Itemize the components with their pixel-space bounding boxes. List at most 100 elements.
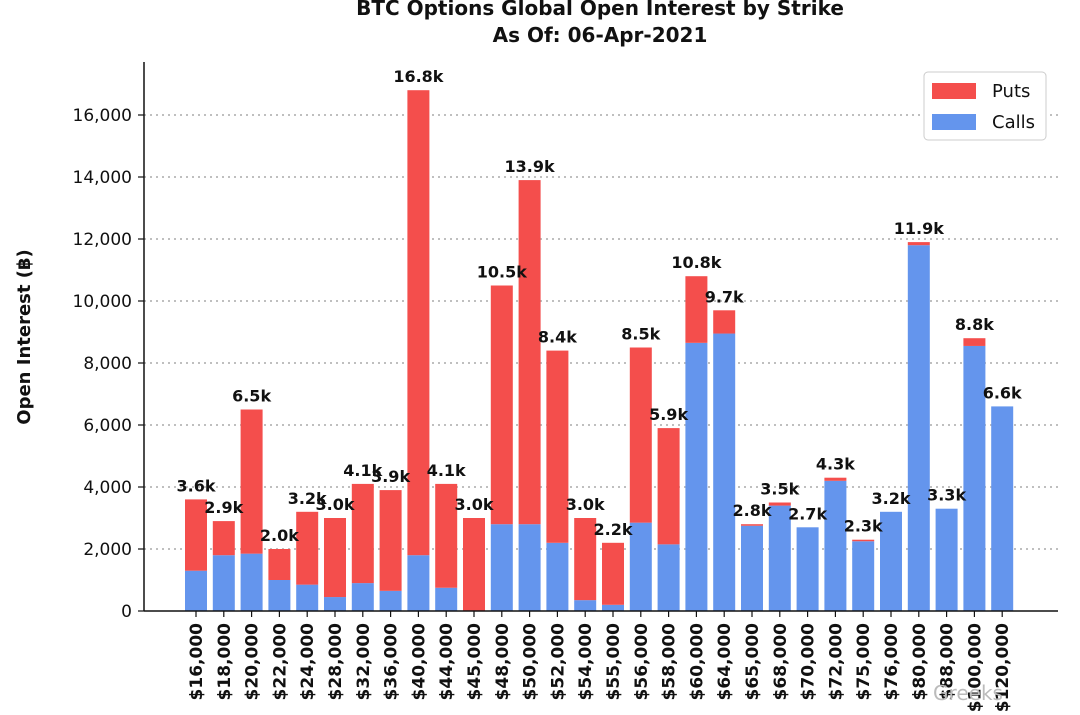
bar-puts: [324, 518, 346, 598]
bar-calls: [741, 525, 763, 611]
bar-data-label: 8.8k: [955, 315, 994, 334]
bar-puts: [741, 524, 763, 526]
bar-calls: [296, 584, 319, 611]
x-tick-label: $20,000: [243, 623, 263, 701]
bar-data-label: 11.9k: [894, 219, 944, 238]
chart-title: BTC Options Global Open Interest by Stri…: [356, 0, 844, 20]
y-tick-label: 4,000: [83, 478, 132, 498]
bar-data-label: 13.9k: [505, 157, 555, 176]
bar-data-label: 4.1k: [343, 461, 382, 480]
x-tick-label: $56,000: [632, 623, 652, 701]
bar-puts: [768, 502, 791, 506]
bar-calls: [268, 580, 291, 611]
x-tick-label: $58,000: [660, 623, 680, 701]
y-tick-label: 2,000: [83, 540, 132, 560]
x-tick-label: $65,000: [743, 623, 763, 701]
bar-data-label: 10.5k: [477, 263, 527, 282]
bar-puts: [546, 350, 569, 543]
bar-puts: [824, 477, 847, 481]
bar-calls: [351, 583, 374, 611]
bar-data-label: 3.2k: [872, 489, 911, 508]
bar-data-label: 8.4k: [538, 328, 577, 347]
bar-calls: [824, 480, 847, 611]
bar-puts: [713, 310, 736, 334]
bar-puts: [602, 542, 624, 605]
bar-calls: [963, 345, 986, 611]
bar-calls: [796, 527, 819, 611]
bar-puts: [379, 490, 402, 591]
bar-calls: [602, 604, 624, 611]
x-tick-label: $28,000: [326, 623, 346, 701]
y-tick-label: 0: [121, 602, 132, 622]
bar-data-label: 8.5k: [621, 325, 660, 344]
x-tick-label: $76,000: [882, 623, 902, 701]
bar-puts: [657, 428, 680, 545]
bar-data-label: 5.9k: [649, 405, 688, 424]
bar-data-label: 2.0k: [260, 526, 299, 545]
bar-calls: [657, 544, 680, 611]
bar-calls: [880, 511, 902, 611]
bar-puts: [685, 276, 708, 343]
bar-data-label: 2.9k: [204, 498, 243, 517]
bar-puts: [407, 90, 430, 556]
x-tick-label: $72,000: [826, 623, 846, 701]
x-tick-label: $45,000: [465, 623, 485, 701]
bar-data-label: 3.6k: [177, 476, 216, 495]
bar-data-label: 2.8k: [733, 501, 772, 520]
y-tick-label: 14,000: [73, 168, 132, 188]
bar-calls: [907, 245, 930, 611]
bar-puts: [240, 409, 263, 554]
bar-puts: [907, 242, 930, 246]
bar-data-label: 9.7k: [705, 287, 744, 306]
x-tick-label: $68,000: [771, 623, 791, 701]
bars-layer: [185, 90, 1014, 611]
bar-calls: [185, 570, 207, 611]
bar-data-label: 3.0k: [316, 495, 355, 514]
bar-calls: [574, 600, 597, 611]
y-tick-label: 6,000: [83, 416, 132, 436]
x-tick-label: $40,000: [409, 623, 429, 701]
bar-calls: [240, 553, 263, 611]
x-tick-label: $54,000: [576, 623, 596, 701]
bar-calls: [379, 590, 402, 611]
legend-label-calls: Calls: [992, 112, 1035, 133]
bar-puts: [963, 338, 986, 346]
bar-calls: [407, 555, 430, 611]
y-tick-label: 10,000: [73, 292, 132, 312]
chart-subtitle: As Of: 06-Apr-2021: [493, 23, 708, 47]
legend: Puts Calls: [923, 71, 1047, 141]
x-tick-label: $100,000: [965, 623, 985, 711]
bar-puts: [185, 499, 207, 571]
bar-calls: [852, 541, 875, 611]
bar-data-label: 3.9k: [371, 467, 410, 486]
bar-data-label: 4.1k: [427, 461, 466, 480]
labels-layer: 3.6k2.9k6.5k2.0k3.2k3.0k4.1k3.9k16.8k4.1…: [177, 67, 1023, 545]
bar-calls: [713, 333, 736, 611]
x-tick-label: $75,000: [854, 623, 874, 701]
bar-data-label: 10.8k: [671, 253, 721, 272]
x-tick-label: $70,000: [799, 623, 819, 701]
bar-data-label: 2.3k: [844, 517, 883, 536]
legend-swatch-calls: [932, 114, 976, 130]
bar-calls: [518, 524, 541, 611]
bar-data-label: 4.3k: [816, 455, 855, 474]
bar-calls: [212, 555, 235, 611]
bar-data-label: 2.2k: [594, 520, 633, 539]
x-tick-label: $52,000: [548, 623, 568, 701]
bar-puts: [574, 518, 597, 601]
bar-calls: [685, 342, 708, 611]
bar-data-label: 6.6k: [983, 383, 1022, 402]
bar-puts: [435, 483, 458, 588]
x-tick-label: $55,000: [604, 623, 624, 701]
x-tick-label: $60,000: [687, 623, 707, 701]
bar-calls: [435, 587, 458, 611]
bar-calls: [490, 524, 513, 611]
x-tick-label: $24,000: [298, 623, 318, 701]
x-tick-label: $18,000: [215, 623, 235, 701]
bar-puts: [351, 483, 374, 584]
x-tick-label: $48,000: [493, 623, 513, 701]
bar-calls: [546, 542, 569, 611]
bar-puts: [629, 347, 652, 523]
